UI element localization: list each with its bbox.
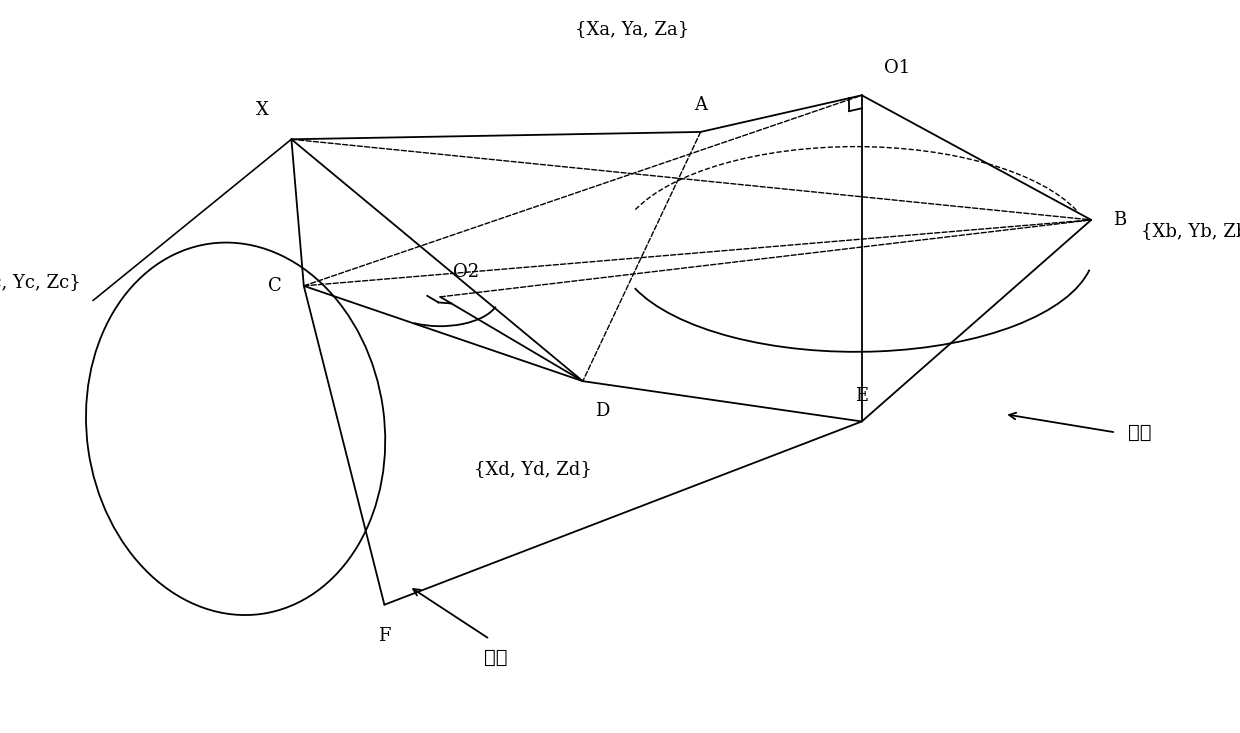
Text: O1: O1 — [884, 59, 910, 77]
Text: F: F — [378, 627, 391, 645]
Text: {Xa, Ya, Za}: {Xa, Ya, Za} — [575, 21, 689, 38]
Text: A: A — [694, 95, 707, 114]
Text: C: C — [268, 277, 281, 295]
Text: 切口: 切口 — [1128, 424, 1152, 441]
Text: D: D — [595, 402, 610, 420]
Text: X: X — [257, 100, 269, 119]
Text: E: E — [856, 387, 868, 405]
Text: {Xb, Yb, Zb}: {Xb, Yb, Zb} — [1141, 222, 1240, 240]
Text: B: B — [1114, 211, 1127, 229]
Text: {Xc, Yc, Zc}: {Xc, Yc, Zc} — [0, 273, 81, 291]
Text: O2: O2 — [453, 262, 479, 281]
Text: {Xd, Yd, Zd}: {Xd, Yd, Zd} — [474, 460, 593, 478]
Text: 筒尾: 筒尾 — [485, 649, 507, 667]
